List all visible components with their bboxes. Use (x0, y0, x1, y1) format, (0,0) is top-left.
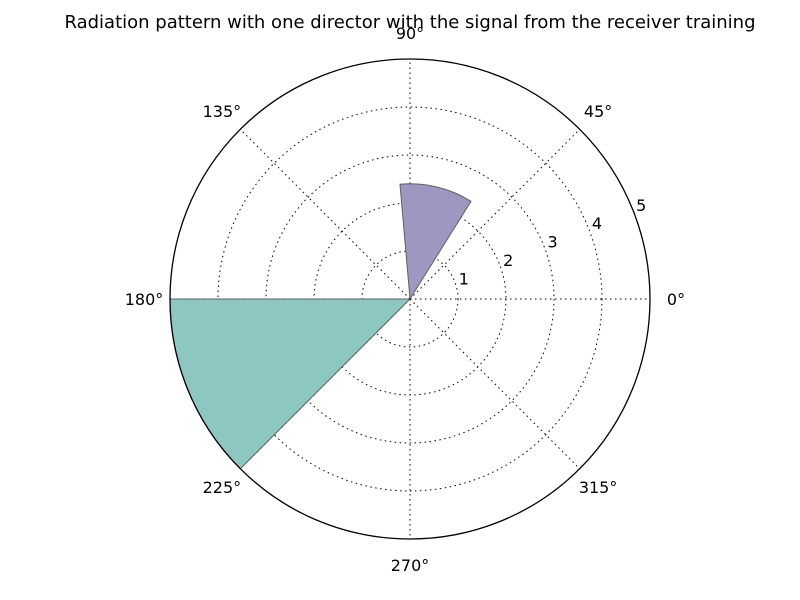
outer-ring (169, 58, 651, 540)
theta-tick-label-180: 180° (125, 290, 164, 309)
theta-tick-label-90: 90° (396, 24, 424, 43)
theta-tick-label-45: 45° (584, 102, 612, 121)
grid-ring-3 (265, 154, 555, 444)
r-tick-label-4: 4 (592, 214, 602, 233)
grid-spoke-45 (409, 128, 581, 300)
r-tick-labels: 1 2 3 4 5 (459, 196, 647, 288)
bar-1 (399, 183, 472, 301)
theta-tick-label-225: 225° (203, 478, 242, 497)
r-tick-label-3: 3 (547, 233, 557, 252)
theta-tick-label-270: 270° (391, 556, 430, 575)
chart-title: Radiation pattern with one director with… (64, 12, 755, 33)
grid-spoke-135 (239, 128, 411, 300)
r-tick-label-2: 2 (503, 251, 513, 270)
theta-tick-label-135: 135° (203, 102, 242, 121)
grid-ring-4 (217, 106, 603, 492)
r-tick-label-1: 1 (459, 269, 469, 288)
theta-tick-label-0: 0° (667, 290, 685, 309)
theta-tick-label-315: 315° (579, 478, 618, 497)
theta-tick-labels: 0° 45° 90° 135° 180° 225° 270° 315° (125, 24, 685, 575)
bars (169, 183, 472, 470)
bar-2 (169, 298, 412, 470)
r-tick-label-5: 5 (636, 196, 646, 215)
grid-spoke-315 (409, 298, 581, 470)
